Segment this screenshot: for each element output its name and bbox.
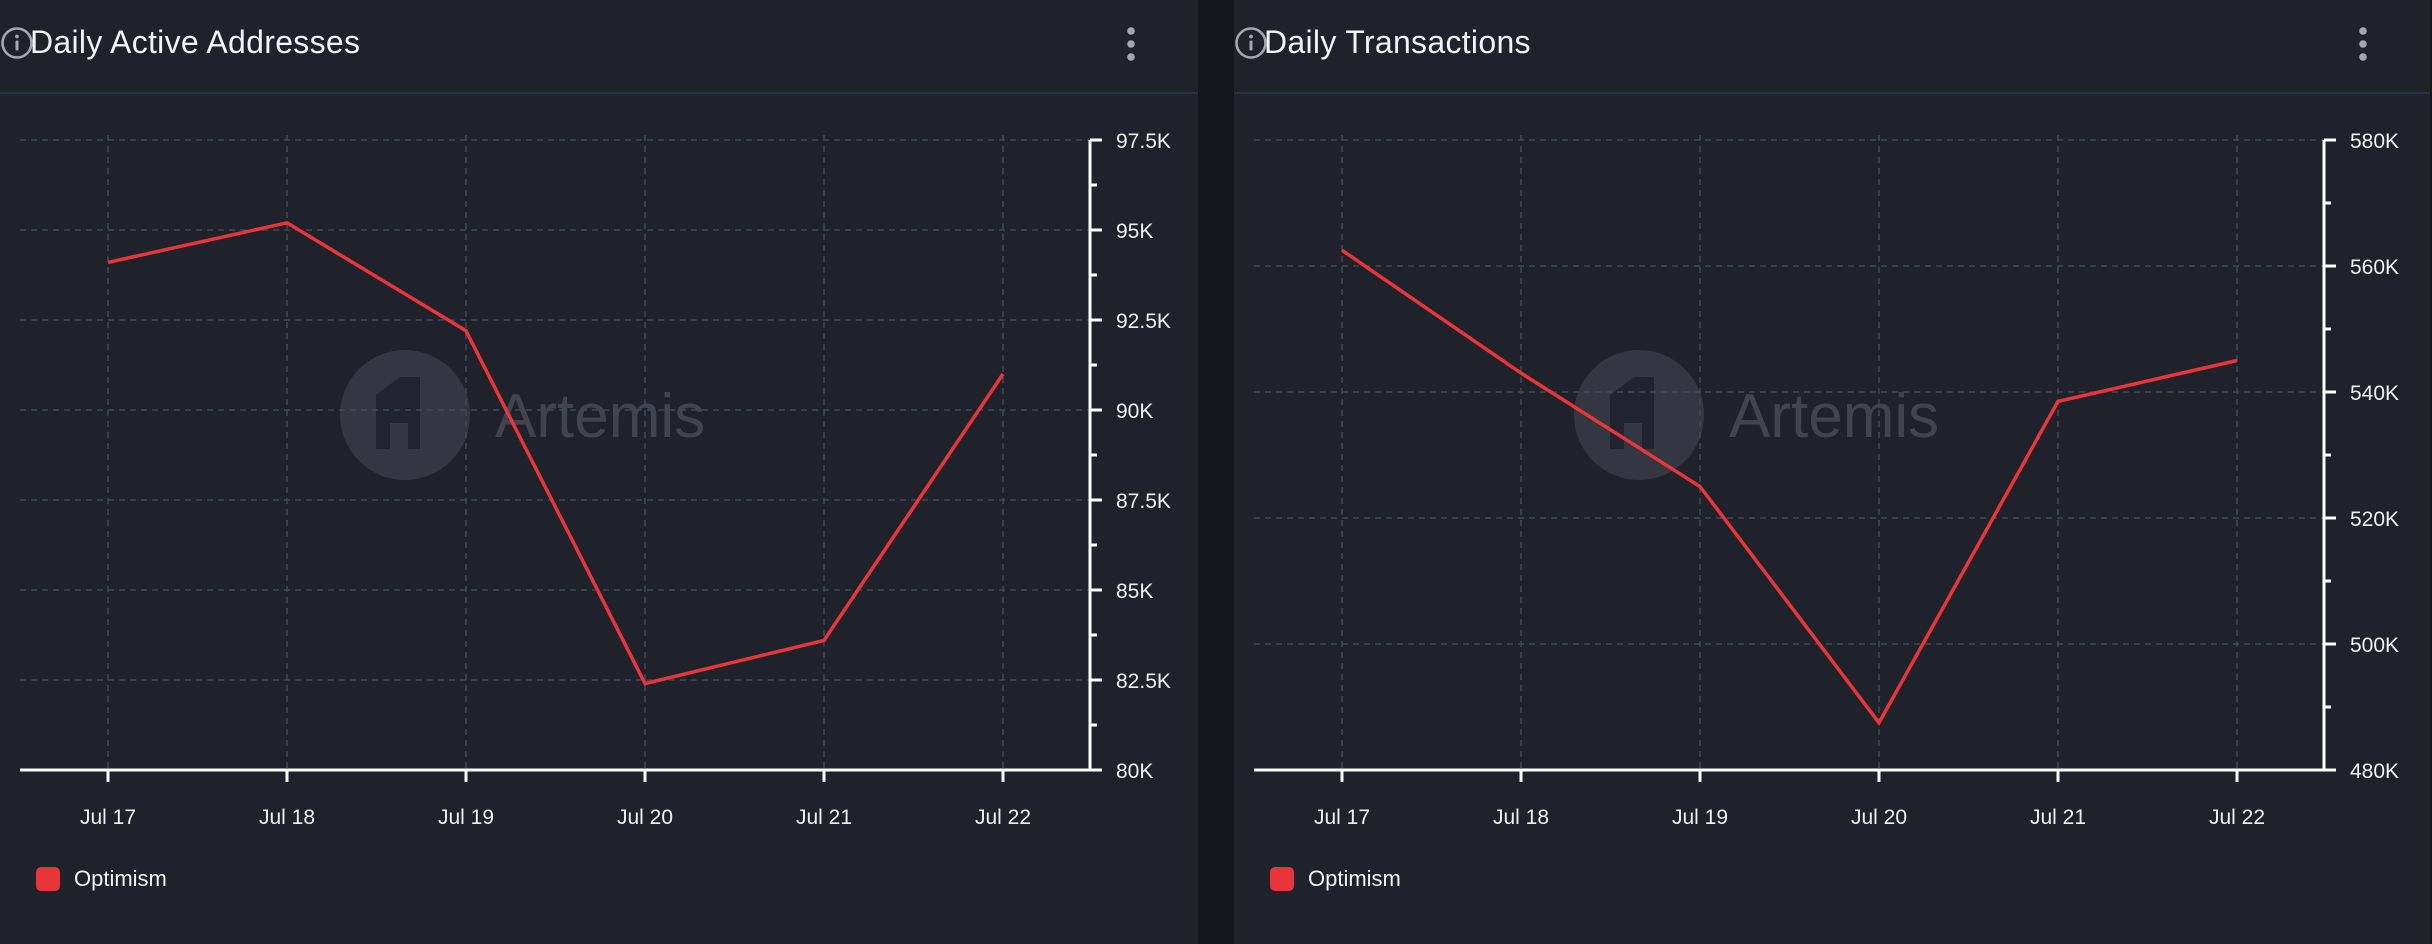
line-chart: Artemis 80K 82.5K 85K 87.5K 90K 92.5K 95K 97.5K J… [20,130,1171,829]
y-tick-label: 95K [1116,220,1153,243]
chart-panel-daily-active-addresses: Daily Active Addresses Artemis 80K 82.5K 85… [0,0,1200,944]
x-tick-label: Jul 17 [1314,806,1370,829]
x-tick-label: Jul 19 [1672,806,1728,829]
info-icon[interactable] [1234,26,1268,60]
y-tick-label: 480K [2350,760,2399,783]
legend-label: Optimism [1308,866,1401,891]
x-tick-label: Jul 20 [617,806,673,829]
vertical-dots-icon[interactable] [2356,26,2370,62]
line-chart: Artemis 480K 500K 520K 540K 560K 580K Jul 17 Jul… [1254,130,2399,829]
x-tick-label: Jul 22 [975,806,1031,829]
x-tick-label: Jul 19 [438,806,494,829]
legend[interactable]: Optimism [36,866,167,892]
legend-label: Optimism [74,866,167,891]
y-tick-label: 560K [2350,256,2399,279]
watermark-text: Artemis [495,382,705,451]
x-tick-label: Jul 18 [1493,806,1549,829]
legend-swatch [1270,867,1294,891]
y-tick-label: 580K [2350,130,2399,153]
y-tick-label: 85K [1116,580,1153,603]
panel-header: Daily Transactions [1234,0,2430,94]
panel-title: Daily Transactions [1264,24,1531,60]
watermark: Artemis [340,350,705,480]
y-tick-label: 97.5K [1116,130,1171,153]
info-icon[interactable] [0,26,34,60]
x-tick-label: Jul 21 [796,806,852,829]
panel-header: Daily Active Addresses [0,0,1198,94]
panel-divider [1200,0,1232,944]
y-tick-label: 92.5K [1116,310,1171,333]
x-tick-label: Jul 18 [259,806,315,829]
artemis-logo-mark [376,377,420,449]
artemis-logo-mark [1610,377,1654,449]
y-tick-label: 90K [1116,400,1153,423]
series-line-optimism [107,220,1005,686]
x-tick-label: Jul 17 [80,806,136,829]
y-tick-label: 540K [2350,382,2399,405]
x-tick-label: Jul 21 [2030,806,2086,829]
y-tick-label: 87.5K [1116,490,1171,513]
panel-title: Daily Active Addresses [30,24,361,60]
x-tick-label: Jul 20 [1851,806,1907,829]
y-tick-label: 520K [2350,508,2399,531]
series-line-optimism [1341,248,2238,726]
y-tick-label: 82.5K [1116,670,1171,693]
x-tick-label: Jul 22 [2209,806,2265,829]
y-tick-label: 80K [1116,760,1153,783]
watermark-text: Artemis [1729,382,1939,451]
y-tick-label: 500K [2350,634,2399,657]
watermark: Artemis [1574,350,1939,480]
legend-swatch [36,867,60,891]
chart-panel-daily-transactions: Daily Transactions Artemis 480K 500K 520K 54… [1232,0,2432,944]
vertical-dots-icon[interactable] [1124,26,1138,62]
legend[interactable]: Optimism [1270,866,1401,892]
